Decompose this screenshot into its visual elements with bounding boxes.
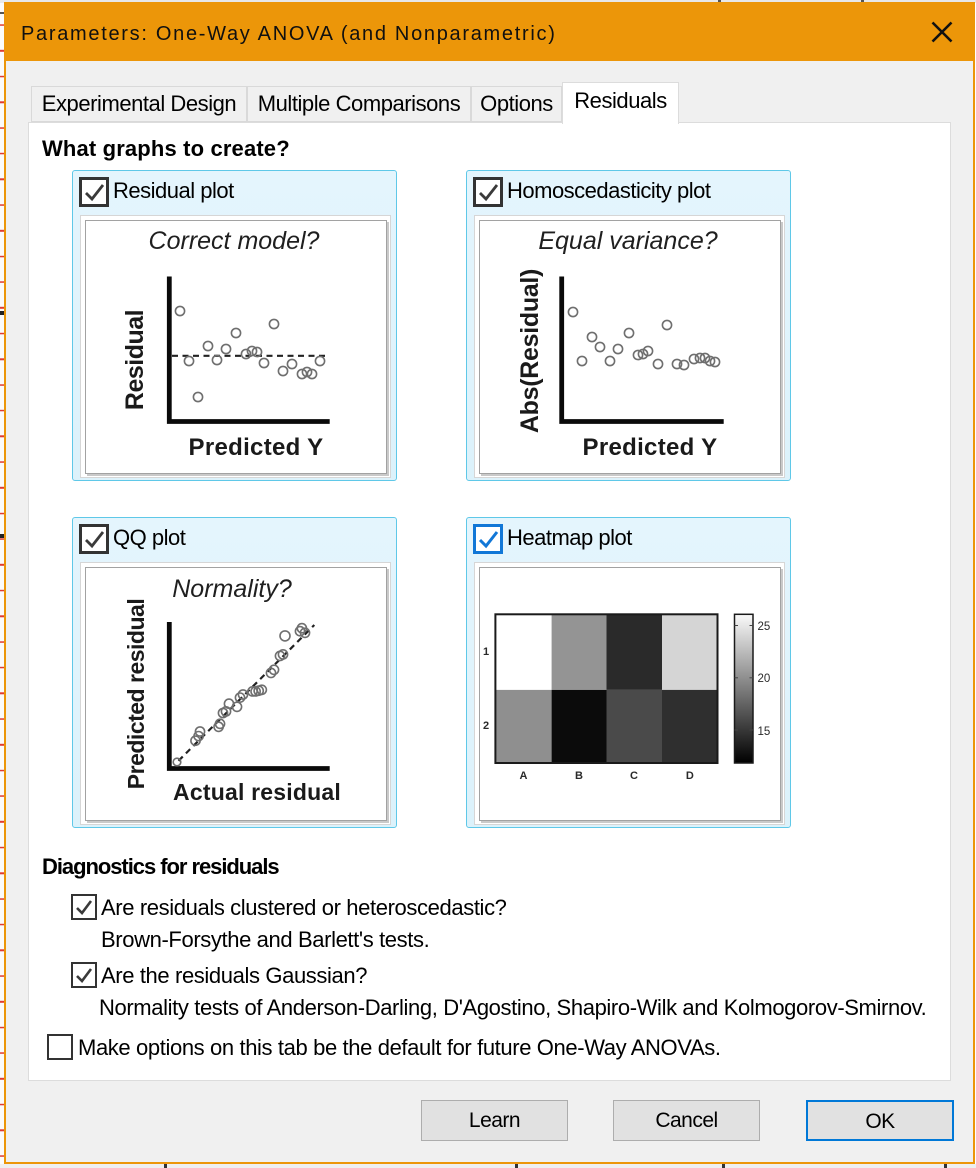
svg-text:Predicted Y: Predicted Y — [189, 434, 324, 461]
svg-text:D: D — [686, 770, 694, 782]
svg-text:Normality?: Normality? — [172, 575, 292, 603]
svg-text:Residual: Residual — [121, 310, 149, 410]
svg-text:15: 15 — [758, 726, 771, 738]
svg-text:B: B — [575, 770, 583, 782]
svg-text:20: 20 — [758, 673, 771, 685]
svg-text:Actual residual: Actual residual — [173, 779, 341, 805]
svg-text:Abs(Residual): Abs(Residual) — [516, 269, 544, 433]
svg-text:Predicted residual: Predicted residual — [123, 599, 149, 789]
svg-text:Equal variance?: Equal variance? — [538, 227, 717, 255]
svg-text:Correct model?: Correct model? — [149, 227, 320, 255]
svg-text:A: A — [520, 770, 528, 782]
svg-text:25: 25 — [758, 621, 771, 633]
svg-text:1: 1 — [483, 646, 489, 658]
svg-text:C: C — [630, 770, 638, 782]
svg-text:Predicted Y: Predicted Y — [583, 434, 718, 461]
svg-text:2: 2 — [483, 720, 489, 732]
